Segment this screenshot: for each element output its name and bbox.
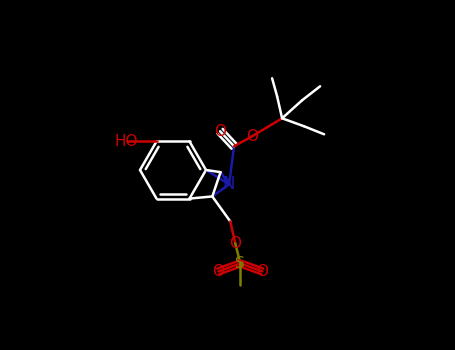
Text: O: O: [214, 124, 226, 139]
Text: N: N: [223, 175, 235, 193]
Text: O: O: [229, 236, 241, 251]
Text: HO: HO: [115, 134, 138, 149]
Text: O: O: [212, 264, 224, 279]
Text: O: O: [246, 129, 258, 144]
Text: S: S: [235, 256, 245, 271]
Text: O: O: [256, 264, 268, 279]
